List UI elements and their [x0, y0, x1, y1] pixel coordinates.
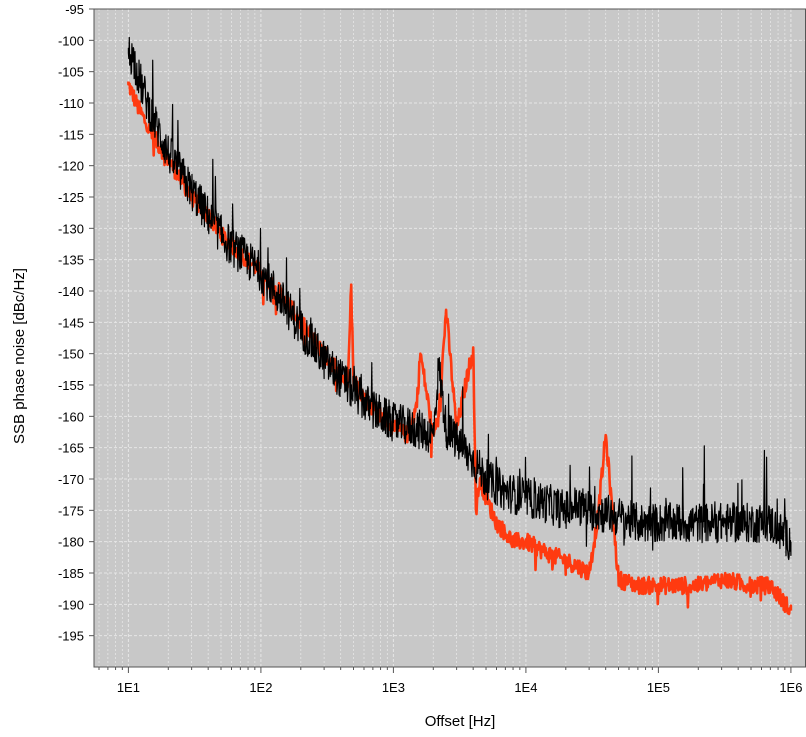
y-tick-label: -95 [65, 2, 84, 17]
y-tick-label: -115 [59, 127, 84, 142]
y-tick-label: -100 [58, 33, 84, 48]
y-tick-label: -155 [58, 378, 84, 393]
x-tick-label: 1E3 [382, 680, 405, 695]
series-line-black [127, 36, 792, 561]
y-tick-label: -190 [58, 597, 84, 612]
x-tick-label: 1E6 [779, 680, 802, 695]
x-tick-label: 1E4 [514, 680, 537, 695]
y-tick-label: -165 [58, 441, 84, 456]
y-axis-label: SSB phase noise [dBc/Hz] [11, 268, 28, 444]
y-tick-label: -150 [58, 347, 84, 362]
grid-layer [94, 8, 806, 667]
series-layer [127, 36, 793, 616]
x-tick-label: 1E5 [647, 680, 670, 695]
y-tick-label: -195 [58, 629, 84, 644]
y-tick-label: -185 [58, 566, 84, 581]
y-tick-label: -105 [58, 65, 84, 80]
y-tick-label: -145 [58, 315, 84, 330]
y-tick-label: -120 [58, 159, 84, 174]
x-axis-label: Offset [Hz] [425, 713, 496, 730]
y-tick-label: -175 [58, 503, 84, 518]
x-tick-label: 1E1 [117, 680, 140, 695]
y-tick-label: -130 [58, 221, 84, 236]
y-tick-label: -160 [58, 409, 84, 424]
y-tick-label: -125 [58, 190, 84, 205]
x-axis: 1E1 1E2 1E3 1E4 1E5 1E6 [98, 667, 802, 695]
y-tick-label: -110 [59, 96, 84, 111]
y-tick-label: -180 [58, 535, 84, 550]
y-axis: -95 -100 -105 -110 -115 -120 -125 -130 -135 -140 -… [58, 2, 94, 644]
x-tick-label: 1E2 [249, 680, 272, 695]
y-tick-label: -170 [58, 472, 84, 487]
y-tick-label: -140 [58, 284, 84, 299]
y-tick-label: -135 [58, 253, 84, 268]
